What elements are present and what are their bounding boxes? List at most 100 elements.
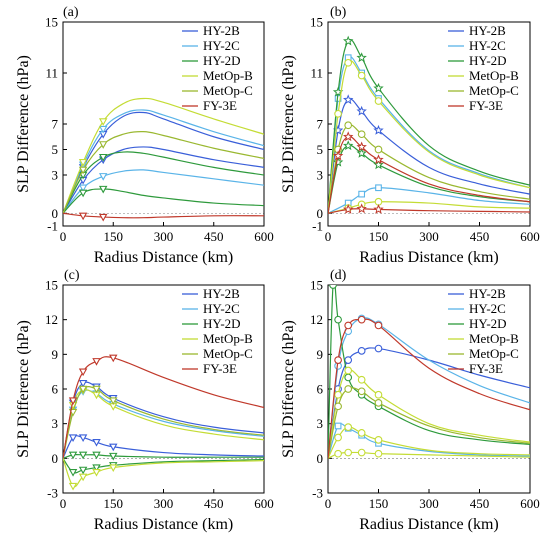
x-tick-label: 0 — [325, 496, 332, 511]
data-point — [344, 423, 353, 431]
y-tick-label: -1 — [47, 219, 58, 234]
data-point — [356, 147, 367, 158]
legend-label: HY-2C — [469, 38, 506, 53]
data-point — [374, 449, 383, 458]
data-point — [374, 321, 383, 330]
data-point — [343, 140, 354, 151]
x-tick-label: 600 — [254, 229, 274, 244]
x-tick-label: 300 — [154, 496, 174, 511]
panel-label: (c) — [64, 268, 80, 283]
legend-label: MetOp-C — [469, 83, 519, 98]
data-point — [343, 203, 354, 214]
data-point — [356, 203, 367, 214]
series-line — [63, 386, 264, 459]
data-point — [357, 448, 366, 457]
panel-label: (a) — [63, 5, 79, 20]
y-tick-label: 3 — [52, 416, 59, 431]
series-line — [63, 212, 264, 219]
data-point — [78, 212, 88, 221]
data-point — [357, 71, 366, 80]
legend-label: HY-2B — [203, 23, 240, 38]
data-point — [98, 125, 108, 134]
x-axis-label: Radius Distance (km) — [94, 516, 234, 533]
legend-label: HY-2C — [203, 38, 240, 53]
data-point — [332, 156, 344, 167]
data-point — [373, 154, 384, 165]
y-tick-label: 11 — [310, 66, 323, 81]
data-point — [98, 185, 108, 194]
data-point — [109, 397, 118, 405]
legend-label: FY-3E — [469, 98, 503, 113]
data-point — [78, 466, 88, 475]
data-point — [68, 469, 78, 477]
data-point — [78, 166, 88, 175]
series-line — [63, 169, 264, 214]
data-point — [374, 344, 383, 353]
data-point — [374, 435, 383, 444]
y-tick-label: 12 — [310, 312, 323, 327]
x-axis-label: Radius Distance (km) — [359, 516, 499, 533]
data-point — [373, 203, 384, 214]
data-point — [334, 315, 342, 324]
legend-label: MetOp-C — [203, 83, 253, 98]
y-tick-label: 12 — [45, 312, 58, 327]
data-point — [78, 434, 88, 442]
data-point — [357, 375, 366, 384]
data-point — [98, 173, 108, 181]
data-point — [356, 52, 367, 63]
x-tick-label: 300 — [154, 229, 174, 244]
data-point — [109, 354, 118, 363]
data-point — [344, 121, 353, 130]
data-point — [78, 380, 88, 388]
series-line — [328, 39, 530, 214]
series-line — [328, 369, 530, 459]
data-point — [344, 448, 353, 457]
data-point — [374, 97, 383, 105]
y-tick-label: 15 — [45, 278, 58, 293]
series-line — [63, 356, 264, 459]
legend-label: HY-2C — [203, 301, 240, 316]
legend-label: HY-2D — [203, 316, 241, 331]
data-point — [374, 145, 383, 154]
y-axis-label: SLP Difference (hPa) — [280, 55, 297, 193]
data-point — [343, 35, 354, 46]
x-tick-label: 150 — [369, 496, 389, 511]
data-point — [334, 109, 342, 118]
y-tick-label: 7 — [317, 117, 324, 132]
data-point — [334, 422, 342, 430]
x-tick-label: 450 — [470, 229, 490, 244]
y-tick-label: 3 — [317, 168, 324, 183]
y-tick-label: 7 — [52, 117, 59, 132]
legend-label: MetOp-C — [203, 346, 253, 361]
series-line — [63, 458, 264, 488]
y-tick-label: 3 — [52, 168, 59, 183]
legend-label: FY-3E — [203, 361, 237, 376]
y-tick-label: 5 — [52, 142, 59, 157]
series-group — [328, 35, 530, 214]
y-tick-label: 5 — [317, 142, 324, 157]
legend-label: HY-2B — [203, 286, 240, 301]
data-point — [344, 356, 353, 364]
data-point — [68, 482, 78, 491]
legend-label: MetOp-B — [469, 68, 519, 83]
series-line — [328, 124, 530, 214]
legend-label: HY-2B — [469, 23, 506, 38]
data-point — [344, 373, 353, 382]
data-point — [334, 390, 342, 399]
data-point — [98, 213, 108, 222]
data-point — [92, 469, 101, 477]
data-point — [98, 141, 108, 149]
data-point — [92, 358, 101, 366]
y-tick-label: 15 — [45, 15, 58, 30]
data-point — [109, 452, 118, 461]
y-tick-label: 11 — [45, 66, 58, 81]
data-point — [374, 399, 383, 407]
data-point — [78, 385, 88, 394]
y-tick-label: 0 — [52, 451, 59, 466]
data-point — [356, 105, 367, 116]
series-group — [63, 97, 264, 222]
data-point — [344, 58, 353, 67]
x-tick-label: 600 — [254, 496, 274, 511]
